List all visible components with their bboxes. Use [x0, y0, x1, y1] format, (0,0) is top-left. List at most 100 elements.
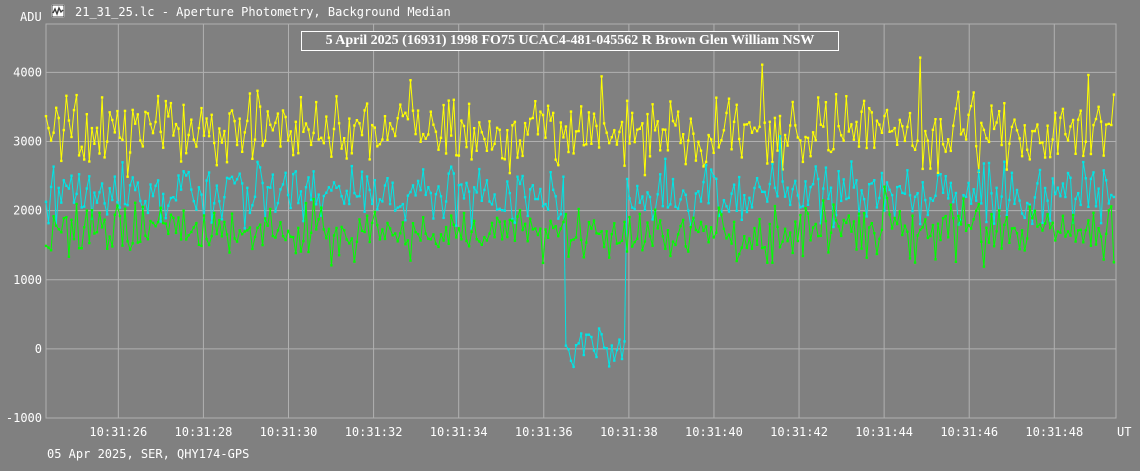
- data-point-target: [274, 236, 277, 239]
- data-point-ratio: [57, 186, 60, 190]
- data-point-target: [243, 230, 246, 233]
- data-point-target: [383, 237, 387, 241]
- data-point-comparison: [488, 120, 491, 123]
- data-point-comparison: [653, 129, 657, 132]
- data-point-ratio: [1077, 192, 1080, 195]
- data-point-ratio: [523, 196, 527, 199]
- data-point-ratio: [1018, 199, 1021, 202]
- data-point-target: [595, 232, 598, 235]
- data-point-comparison: [439, 136, 443, 139]
- data-point-comparison: [659, 149, 662, 152]
- data-point-target: [427, 237, 430, 240]
- data-point-ratio: [162, 192, 165, 196]
- data-point-target: [972, 218, 975, 221]
- data-point-comparison: [727, 97, 731, 100]
- data-point-ratio: [353, 191, 356, 195]
- data-point-ratio: [707, 202, 710, 205]
- data-point-target: [508, 218, 511, 222]
- data-point-target: [1023, 249, 1026, 252]
- data-point-ratio: [1003, 160, 1006, 163]
- data-point-comparison: [192, 138, 195, 141]
- data-point-ratio: [671, 177, 675, 181]
- data-point-comparison: [251, 157, 254, 160]
- data-point-ratio: [493, 193, 496, 196]
- data-point-ratio: [1112, 195, 1116, 199]
- data-point-target: [924, 218, 927, 221]
- data-point-comparison: [648, 155, 652, 158]
- data-point-comparison: [1051, 138, 1054, 141]
- data-point-ratio: [1064, 195, 1067, 199]
- data-point-target: [811, 226, 815, 229]
- data-point-comparison: [595, 124, 598, 128]
- data-point-comparison: [383, 115, 387, 118]
- data-point-comparison: [661, 128, 664, 131]
- data-point-comparison: [1102, 154, 1105, 157]
- data-point-ratio: [880, 171, 884, 175]
- y-tick-label: -1000: [6, 411, 42, 425]
- data-point-comparison: [1038, 141, 1042, 145]
- data-point-ratio: [995, 186, 998, 189]
- data-point-ratio: [511, 217, 514, 221]
- data-point-ratio: [113, 175, 116, 178]
- data-point-ratio: [218, 200, 221, 203]
- data-point-target: [399, 232, 402, 235]
- data-point-target: [134, 201, 137, 204]
- data-point-comparison: [172, 134, 175, 137]
- data-point-target: [195, 221, 198, 225]
- data-point-target: [174, 231, 178, 235]
- data-point-target: [1038, 223, 1042, 226]
- data-point-target: [1066, 230, 1070, 233]
- data-point-comparison: [490, 148, 494, 151]
- data-point-ratio: [648, 195, 652, 199]
- data-point-target: [651, 244, 654, 247]
- data-point-target: [875, 252, 879, 256]
- data-point-ratio: [738, 175, 741, 179]
- data-point-ratio: [597, 327, 601, 330]
- data-point-target: [93, 232, 96, 235]
- data-point-ratio: [419, 188, 422, 192]
- data-point-comparison: [929, 167, 932, 170]
- data-point-target: [320, 206, 323, 209]
- data-point-target: [488, 232, 491, 235]
- data-point-target: [582, 256, 585, 259]
- data-point-ratio: [687, 209, 690, 212]
- data-point-target: [350, 237, 353, 240]
- data-point-target: [304, 201, 308, 205]
- data-point-ratio: [159, 220, 162, 223]
- data-point-target: [1026, 237, 1029, 240]
- data-point-target: [674, 243, 677, 247]
- data-point-target: [154, 225, 157, 228]
- data-point-target: [1028, 205, 1031, 208]
- data-point-ratio: [95, 201, 99, 204]
- data-point-ratio: [557, 217, 560, 220]
- data-point-ratio: [794, 179, 797, 183]
- data-point-ratio: [913, 195, 917, 198]
- data-point-comparison: [842, 139, 845, 142]
- data-point-target: [557, 234, 560, 238]
- data-point-ratio: [108, 187, 111, 190]
- data-point-target: [330, 264, 333, 267]
- data-point-ratio: [763, 190, 766, 194]
- data-point-target: [1041, 229, 1044, 232]
- data-point-comparison: [587, 111, 591, 114]
- data-point-ratio: [855, 179, 858, 182]
- data-point-target: [116, 204, 119, 207]
- data-point-target: [1110, 205, 1113, 208]
- data-point-comparison: [827, 149, 830, 152]
- data-point-target: [814, 222, 817, 226]
- data-point-ratio: [210, 221, 213, 224]
- data-point-target: [432, 233, 435, 236]
- data-point-target: [980, 240, 983, 243]
- data-point-ratio: [404, 219, 407, 222]
- data-point-ratio: [116, 201, 119, 204]
- data-point-target: [396, 240, 399, 243]
- data-point-ratio: [266, 186, 269, 189]
- data-point-comparison: [269, 123, 272, 126]
- data-point-comparison: [995, 121, 998, 124]
- data-point-comparison: [743, 123, 746, 126]
- data-point-comparison: [699, 149, 703, 152]
- data-point-target: [228, 251, 231, 254]
- data-point-comparison: [771, 161, 774, 164]
- data-point-ratio: [513, 221, 517, 224]
- data-point-comparison: [511, 124, 514, 127]
